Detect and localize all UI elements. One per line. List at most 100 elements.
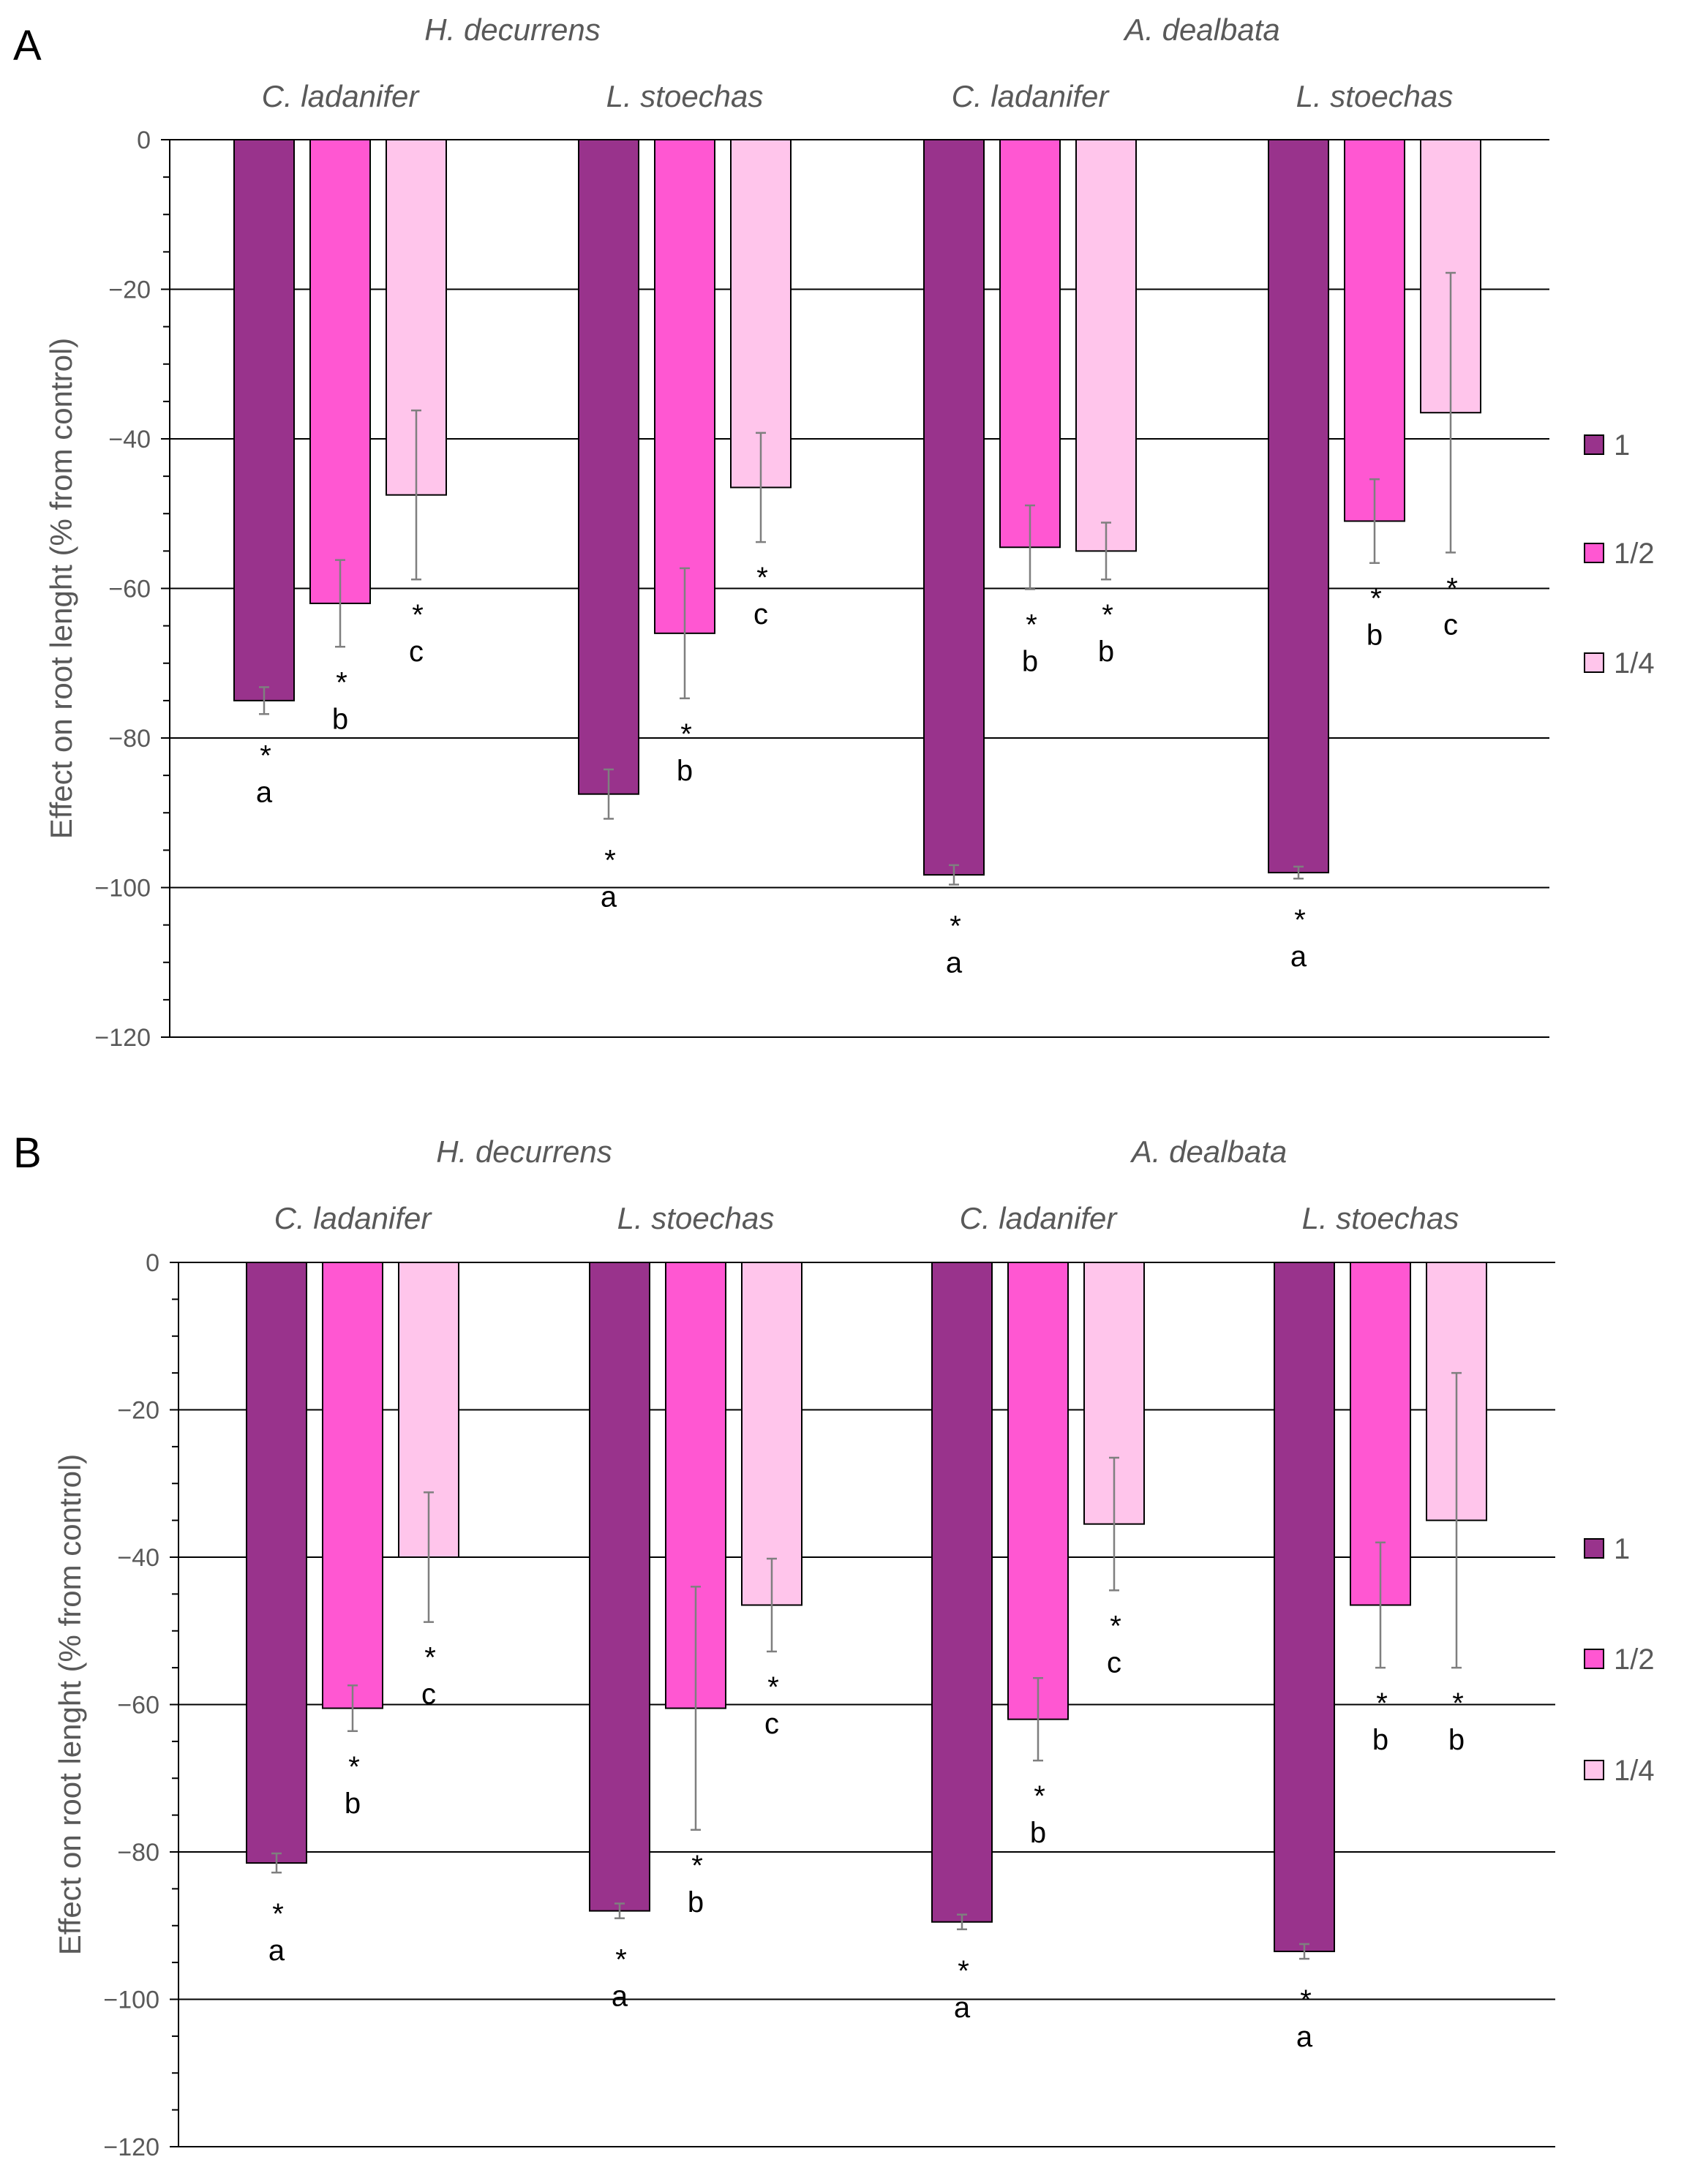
- target-species-label: L. stoechas: [606, 79, 764, 113]
- y-tick-label: 0: [137, 127, 151, 154]
- y-tick-label: −120: [103, 2134, 159, 2161]
- bar-1: [1268, 139, 1329, 874]
- bar-1: [931, 1262, 993, 1923]
- bar-1-4: [730, 139, 792, 489]
- group-letter: a: [946, 946, 963, 979]
- significance-star: *: [1294, 904, 1306, 936]
- bar-1-2: [322, 1262, 383, 1709]
- group-letter: b: [1448, 1724, 1465, 1756]
- group-letter: a: [954, 1992, 971, 2024]
- panel-b: B 0 −20 −40 −60 −80 −100 −120 Effect on root len…: [13, 1129, 1655, 2161]
- y-tick-label: −60: [108, 576, 151, 603]
- y-axis-title: Effect on root lenght (% from control): [44, 338, 78, 840]
- y-tick-label: −40: [108, 426, 151, 453]
- significance-star: *: [260, 739, 271, 772]
- group-letter: b: [1098, 636, 1114, 668]
- host-species-label: A. dealbata: [1129, 1134, 1288, 1169]
- group-letter: c: [764, 1708, 779, 1740]
- significance-star: *: [950, 910, 961, 942]
- group-letter: b: [1367, 620, 1383, 652]
- y-tick-label: −20: [108, 276, 151, 304]
- legend-swatch: [1584, 543, 1604, 563]
- panel-a-label: A: [13, 22, 42, 69]
- panel-a: A 0 −20 −40 −60 −80 −100 −120 Effect on root len…: [13, 12, 1655, 1052]
- significance-star: *: [424, 1642, 436, 1674]
- bar-1: [589, 1262, 650, 1912]
- group-letter: a: [1290, 941, 1307, 973]
- significance-star: *: [1446, 572, 1458, 604]
- group-letter: b: [332, 703, 348, 735]
- legend-label: 1/2: [1614, 1643, 1655, 1676]
- bar-1-4: [741, 1262, 802, 1606]
- legend-label: 1: [1614, 1533, 1630, 1565]
- legend-label: 1/2: [1614, 538, 1655, 570]
- group-letter: b: [688, 1886, 704, 1918]
- significance-star: *: [348, 1751, 360, 1783]
- host-species-label: A. dealbata: [1122, 12, 1280, 47]
- group-letter: b: [345, 1788, 361, 1820]
- legend-swatch: [1584, 1538, 1604, 1559]
- y-tick-label: −100: [94, 875, 151, 903]
- group-letter: b: [1372, 1724, 1388, 1756]
- legend-swatch: [1584, 1649, 1604, 1669]
- group-letter: b: [1030, 1817, 1046, 1849]
- target-species-label: L. stoechas: [617, 1201, 775, 1235]
- group-letter: c: [753, 598, 768, 630]
- legend-label: 1: [1614, 429, 1630, 462]
- y-tick-label: 0: [146, 1249, 159, 1277]
- bar-1-2: [999, 139, 1061, 549]
- y-tick-label: −40: [117, 1544, 159, 1572]
- host-species-label: H. decurrens: [424, 12, 600, 47]
- bar-1-2: [1007, 1262, 1069, 1720]
- significance-star: *: [615, 1944, 627, 1976]
- legend-label: 1/4: [1614, 1755, 1655, 1787]
- significance-star: *: [680, 718, 692, 750]
- bar-1-2: [654, 139, 715, 634]
- group-letter: b: [677, 755, 693, 787]
- group-letter: a: [268, 1935, 285, 1967]
- significance-star: *: [1452, 1687, 1464, 1720]
- bar-1: [233, 139, 295, 701]
- legend-label: 1/4: [1614, 647, 1655, 679]
- y-tick-label: −80: [108, 725, 151, 753]
- significance-star: *: [1102, 599, 1113, 631]
- y-tick-label: −60: [117, 1692, 159, 1720]
- host-species-label: H. decurrens: [436, 1134, 612, 1169]
- significance-star: *: [1300, 1984, 1312, 2017]
- target-species-label: C. ladanifer: [262, 79, 421, 113]
- significance-star: *: [1026, 609, 1037, 641]
- bar-1: [923, 139, 985, 876]
- significance-star: *: [1376, 1687, 1388, 1720]
- y-tick-label: −100: [103, 1987, 159, 2014]
- group-letter: c: [421, 1679, 436, 1711]
- panel-b-label: B: [13, 1129, 42, 1177]
- significance-star: *: [336, 666, 347, 698]
- significance-star: *: [1034, 1780, 1045, 1812]
- legend-swatch: [1584, 434, 1604, 455]
- bar-1: [246, 1262, 307, 1864]
- bar-1: [1274, 1262, 1335, 1953]
- significance-star: *: [1110, 1610, 1121, 1642]
- significance-star: *: [767, 1671, 779, 1703]
- group-letter: c: [1443, 609, 1458, 641]
- legend-swatch: [1584, 1760, 1604, 1780]
- group-letter: c: [409, 636, 424, 668]
- significance-star: *: [1370, 583, 1382, 615]
- significance-star: *: [604, 844, 616, 876]
- significance-star: *: [756, 562, 768, 594]
- target-species-label: C. ladanifer: [960, 1201, 1119, 1235]
- significance-star: *: [958, 1955, 969, 1987]
- y-axis-title: Effect on root lenght (% from control): [53, 1454, 87, 1956]
- bar-1-4: [1075, 139, 1137, 552]
- bar-1: [578, 139, 639, 795]
- significance-star: *: [691, 1850, 703, 1882]
- significance-star: *: [412, 599, 424, 631]
- legend-swatch: [1584, 652, 1604, 673]
- group-letter: c: [1107, 1646, 1121, 1679]
- target-species-label: L. stoechas: [1296, 79, 1454, 113]
- target-species-label: C. ladanifer: [952, 79, 1110, 113]
- bar-1-2: [1344, 139, 1405, 522]
- bar-1-2: [309, 139, 371, 604]
- y-tick-label: −120: [94, 1024, 151, 1052]
